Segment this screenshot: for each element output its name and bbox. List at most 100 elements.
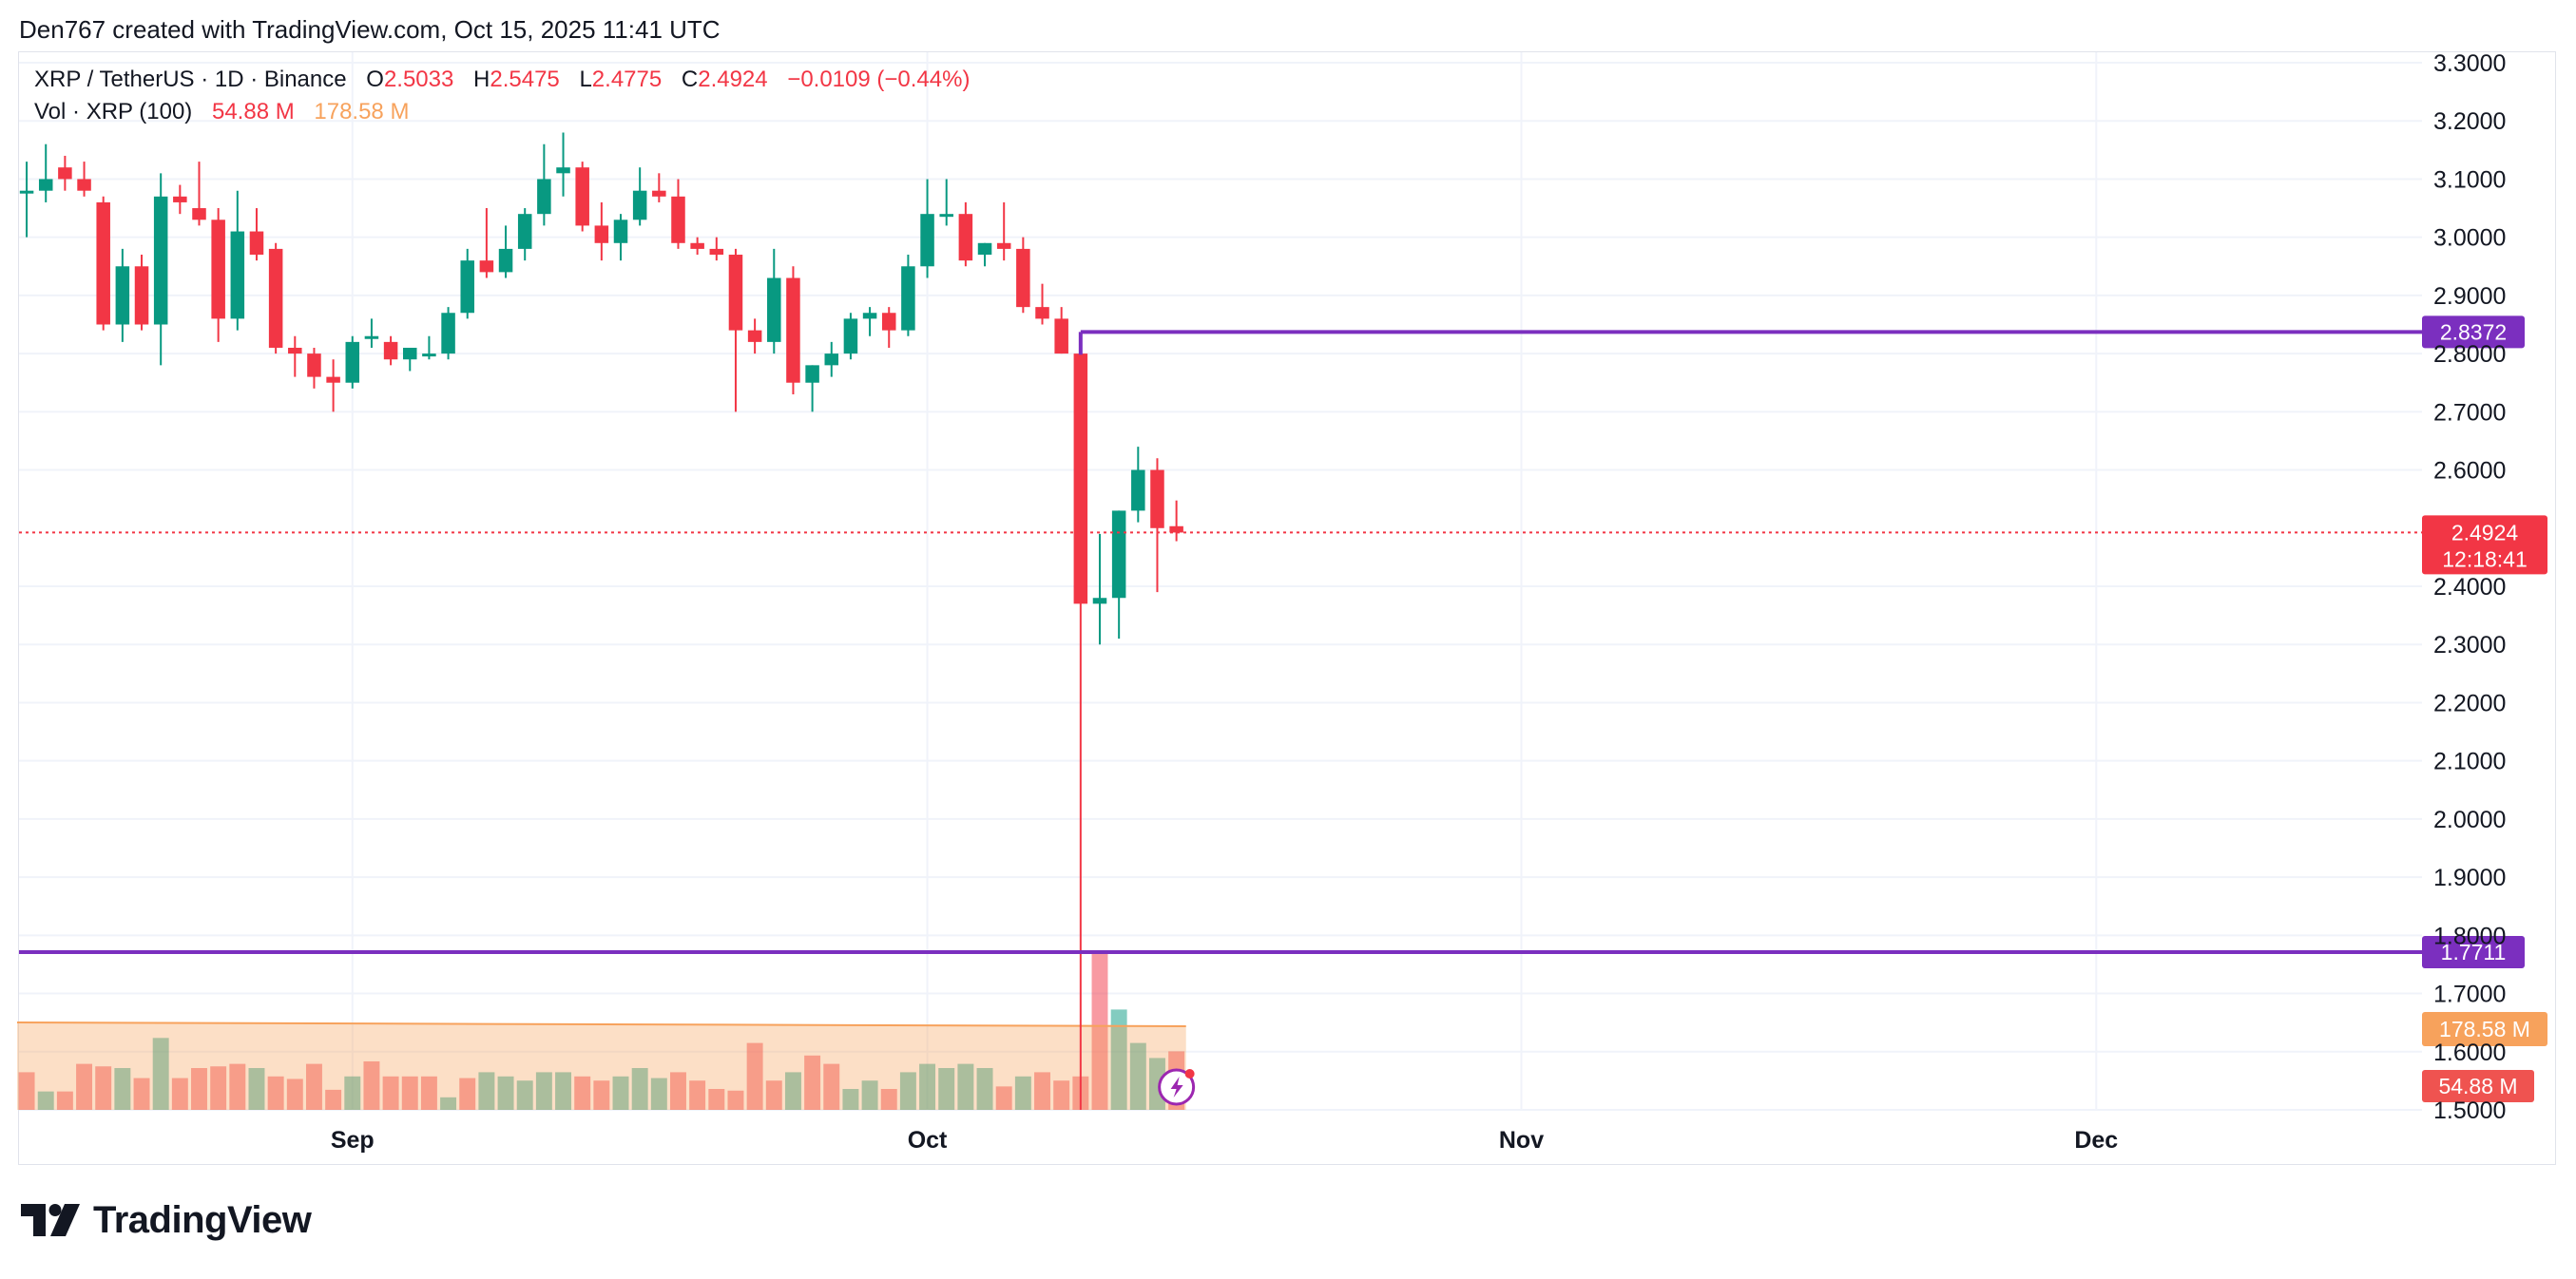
- volume-bar: [267, 1076, 284, 1110]
- level-price-badge: [2422, 315, 2525, 349]
- last-price-badge: [2422, 515, 2547, 575]
- candle-body: [345, 341, 360, 383]
- volume-bar: [478, 1072, 495, 1110]
- volume-bar: [459, 1078, 476, 1110]
- candle-body: [862, 313, 877, 319]
- ohlc-legend: XRP / TetherUS · 1D · Binance O2.5033 H2…: [34, 67, 970, 93]
- candle-body: [632, 190, 647, 220]
- y-tick-label: 2.2000: [2433, 690, 2506, 716]
- y-tick-label: 3.3000: [2433, 50, 2506, 77]
- volume-bar: [535, 1072, 552, 1110]
- candle-body: [747, 330, 762, 342]
- y-tick-label: 2.1000: [2433, 749, 2506, 775]
- volume-badge-label: 54.88 M: [2438, 1074, 2517, 1098]
- volume-bar: [919, 1063, 936, 1110]
- volume-bar: [842, 1089, 859, 1110]
- level-price-label: 1.7711: [2441, 940, 2507, 964]
- last-price-label: 2.4924: [2451, 520, 2519, 544]
- candle-body: [767, 277, 781, 342]
- volume-bar: [229, 1063, 246, 1110]
- x-tick-label: Nov: [1499, 1127, 1544, 1154]
- y-tick-label: 2.6000: [2433, 458, 2506, 485]
- candle-body: [1150, 469, 1164, 528]
- lightning-icon[interactable]: [1158, 1068, 1196, 1106]
- candle-body: [556, 167, 570, 174]
- volume-bar: [804, 1055, 821, 1110]
- volume-bar: [1034, 1072, 1050, 1110]
- symbol-label[interactable]: XRP / TetherUS · 1D · Binance: [34, 67, 347, 92]
- brand-name: TradingView: [93, 1198, 312, 1241]
- volume-ma-badge: [2422, 1012, 2547, 1046]
- volume-bar: [516, 1080, 533, 1110]
- volume-bar: [555, 1072, 571, 1110]
- y-tick-label: 2.8000: [2433, 341, 2506, 368]
- volume-bar: [152, 1038, 169, 1110]
- candle-body: [77, 179, 91, 191]
- volume-bar: [37, 1091, 54, 1110]
- volume-ma-line: [16, 1021, 1186, 1027]
- volume-bar: [18, 1072, 35, 1110]
- low-value: 2.4775: [591, 67, 663, 92]
- change-value: −0.0109 (−0.44%): [787, 67, 971, 92]
- candle-body: [460, 260, 474, 314]
- candle-body: [1073, 353, 1088, 604]
- candle-body: [307, 353, 321, 377]
- volume-bar: [899, 1072, 916, 1110]
- y-tick-label: 3.0000: [2433, 225, 2506, 252]
- candle-body: [1035, 307, 1049, 319]
- candle-body: [613, 220, 628, 243]
- bar-countdown-label: 12:18:41: [2442, 546, 2528, 571]
- volume-bar: [976, 1068, 993, 1110]
- y-tick-label: 1.7000: [2433, 982, 2506, 1008]
- y-tick-label: 1.5000: [2433, 1098, 2506, 1124]
- candle-body: [824, 353, 839, 366]
- candle-body: [786, 277, 800, 383]
- candle-body: [939, 214, 953, 218]
- candle-body: [537, 179, 551, 215]
- volume-bar: [593, 1080, 610, 1110]
- y-tick-label: 1.6000: [2433, 1040, 2506, 1066]
- candle-body: [671, 196, 685, 243]
- candle-body: [479, 260, 494, 273]
- tradingview-logo[interactable]: TradingView: [21, 1198, 312, 1241]
- volume-bar: [76, 1063, 93, 1110]
- candle-body: [383, 341, 398, 360]
- candle-body: [843, 318, 858, 354]
- candle-body: [594, 225, 609, 243]
- y-tick-label: 1.9000: [2433, 865, 2506, 891]
- volume-bar: [670, 1072, 686, 1110]
- candle-body: [326, 376, 340, 383]
- candle-body: [709, 248, 724, 256]
- volume-bar: [56, 1091, 73, 1110]
- candle-body: [441, 313, 455, 354]
- volume-bar: [1014, 1076, 1031, 1110]
- candle-body: [230, 231, 245, 319]
- candle-body: [977, 242, 992, 256]
- y-tick-label: 2.0000: [2433, 807, 2506, 833]
- candle-body: [690, 242, 704, 249]
- y-tick-label: 2.4000: [2433, 574, 2506, 601]
- candle-body: [996, 242, 1011, 249]
- volume-label[interactable]: Vol · XRP (100): [34, 99, 193, 124]
- close-label: C: [681, 67, 699, 92]
- volume-bar: [957, 1063, 974, 1110]
- volume-bar: [880, 1089, 897, 1110]
- volume-bar: [574, 1076, 591, 1110]
- volume-bar: [708, 1089, 725, 1110]
- candle-body: [268, 248, 283, 348]
- volume-bar: [1091, 950, 1108, 1110]
- volume-bar: [210, 1066, 227, 1110]
- volume-bar: [1110, 1009, 1127, 1110]
- candle-body: [1054, 318, 1068, 354]
- low-label: L: [579, 67, 592, 92]
- volume-bar: [420, 1076, 437, 1110]
- candle-body: [96, 201, 110, 325]
- y-tick-label: 3.1000: [2433, 166, 2506, 193]
- candle-body: [173, 196, 187, 202]
- volume-bar: [325, 1089, 342, 1110]
- volume-bar: [631, 1068, 648, 1110]
- x-tick-label: Oct: [908, 1127, 948, 1154]
- candle-body: [652, 190, 666, 197]
- volume-bar: [1053, 1080, 1070, 1110]
